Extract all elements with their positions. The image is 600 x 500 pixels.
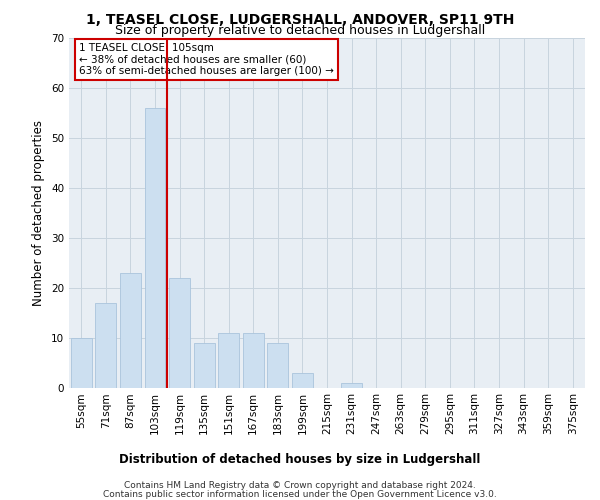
Bar [169,278,190,388]
Text: Size of property relative to detached houses in Ludgershall: Size of property relative to detached ho… [115,24,485,37]
Bar [218,332,239,388]
Bar [268,342,289,388]
Text: 1 TEASEL CLOSE: 105sqm
← 38% of detached houses are smaller (60)
63% of semi-det: 1 TEASEL CLOSE: 105sqm ← 38% of detached… [79,43,334,76]
Bar [341,382,362,388]
Y-axis label: Number of detached properties: Number of detached properties [32,120,46,306]
Bar [243,332,264,388]
Bar [95,302,116,388]
Text: Contains HM Land Registry data © Crown copyright and database right 2024.: Contains HM Land Registry data © Crown c… [124,481,476,490]
Bar [194,342,215,388]
Text: Contains public sector information licensed under the Open Government Licence v3: Contains public sector information licen… [103,490,497,499]
Text: 1, TEASEL CLOSE, LUDGERSHALL, ANDOVER, SP11 9TH: 1, TEASEL CLOSE, LUDGERSHALL, ANDOVER, S… [86,12,514,26]
Bar [292,372,313,388]
Bar [71,338,92,388]
Bar [145,108,166,388]
Bar [120,272,141,388]
Text: Distribution of detached houses by size in Ludgershall: Distribution of detached houses by size … [119,452,481,466]
